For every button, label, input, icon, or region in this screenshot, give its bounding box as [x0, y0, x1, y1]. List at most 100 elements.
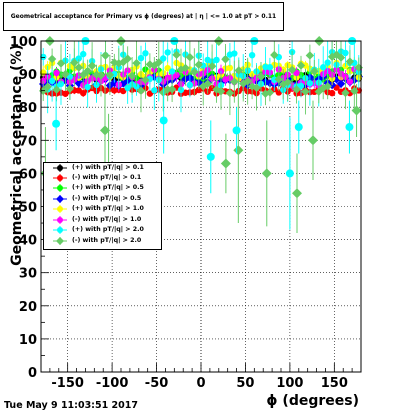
data-point [176, 65, 186, 74]
data-point [84, 83, 91, 91]
legend-dot [57, 165, 63, 171]
data-point [101, 51, 110, 60]
legend-entry: (-) with pT/|q| > 0.5 [44, 194, 161, 204]
chart-title: Geometrical acceptance for Primary vs ϕ … [10, 13, 277, 20]
data-point [328, 89, 336, 97]
data-point [213, 56, 220, 64]
data-point [351, 105, 362, 116]
data-point [74, 79, 83, 88]
data-point [261, 168, 272, 179]
data-point [296, 61, 306, 70]
y-tick-label: 70 [19, 134, 37, 149]
data-point [159, 116, 168, 125]
data-point [220, 158, 231, 169]
data-point [186, 81, 194, 89]
data-point [65, 84, 75, 93]
data-point [105, 70, 115, 80]
data-point [294, 123, 303, 132]
data-point [292, 85, 301, 94]
y-tick-label: 60 [19, 167, 37, 182]
data-point [323, 82, 332, 91]
data-point [306, 80, 314, 87]
data-point [231, 50, 238, 57]
data-point [164, 49, 171, 56]
data-point [163, 85, 172, 94]
data-point [185, 53, 195, 62]
data-point [336, 53, 346, 62]
data-point [243, 77, 252, 86]
data-point [301, 87, 310, 96]
legend: (+) with pT/|q| > 0.1 (-) with pT/|q| > … [43, 162, 162, 250]
data-point [47, 54, 57, 64]
y-tick-label: 0 [28, 366, 37, 381]
data-point [305, 51, 315, 60]
x-tick-label: 50 [236, 376, 254, 391]
data-point [124, 84, 131, 92]
data-point [181, 63, 190, 73]
data-point [342, 49, 349, 57]
legend-dot [57, 206, 63, 212]
data-point [100, 125, 110, 136]
data-point [70, 58, 79, 67]
legend-marker [53, 195, 67, 203]
data-point [168, 68, 176, 75]
legend-entry: (+) with pT/|q| > 2.0 [44, 225, 161, 235]
legend-marker [53, 205, 67, 213]
y-tick-label: 100 [10, 35, 37, 50]
data-point [151, 87, 158, 94]
y-axis-label: Geometrical acceptance (%) [9, 44, 25, 266]
legend-label: (-) with pT/|q| > 1.0 [72, 216, 142, 223]
data-point [142, 50, 149, 57]
data-point [120, 87, 127, 95]
data-point [80, 89, 87, 97]
y-tick-label: 30 [19, 267, 37, 282]
data-point [225, 88, 235, 98]
legend-marker [53, 226, 67, 234]
data-point [248, 51, 256, 59]
data-point [226, 64, 234, 72]
legend-entry: (-) with pT/|q| > 1.0 [44, 215, 161, 225]
y-tick-label: 50 [19, 201, 37, 216]
data-point [93, 81, 100, 89]
y-tick-label: 20 [19, 300, 37, 315]
outliers [40, 36, 362, 233]
data-point [292, 188, 302, 199]
data-point [79, 70, 88, 80]
data-point [87, 61, 97, 70]
data-point [332, 50, 341, 59]
data-point [61, 69, 70, 79]
legend-marker [53, 216, 67, 224]
data-point [324, 59, 331, 66]
data-point [80, 50, 87, 58]
data-point [216, 87, 226, 96]
data-point [256, 72, 266, 81]
data-point [308, 135, 318, 146]
legend-label: (+) with pT/|q| > 0.5 [72, 184, 144, 191]
data-point [52, 119, 61, 128]
data-point [274, 75, 283, 84]
x-tick-label: -150 [51, 376, 84, 391]
data-point [83, 66, 92, 76]
data-point [345, 57, 355, 66]
data-point [287, 65, 297, 75]
title-box: Geometrical acceptance for Primary vs ϕ … [3, 2, 284, 31]
data-point [173, 71, 180, 79]
y-tick-label: 40 [19, 234, 37, 249]
data-point [137, 54, 145, 62]
data-point [203, 79, 212, 88]
data-point [123, 54, 132, 63]
data-point [345, 123, 354, 132]
data-point [297, 82, 305, 90]
data-point [293, 69, 300, 77]
legend-marker [53, 184, 67, 192]
legend-label: (-) with pT/|q| > 0.5 [72, 195, 142, 202]
data-point [206, 152, 215, 161]
data-point [56, 59, 66, 68]
data-point [302, 62, 309, 69]
data-point [43, 82, 52, 91]
timestamp: Tue May 9 11:03:51 2017 [4, 400, 138, 411]
data-point [119, 58, 128, 67]
data-point [96, 71, 106, 80]
data-point [136, 86, 146, 95]
